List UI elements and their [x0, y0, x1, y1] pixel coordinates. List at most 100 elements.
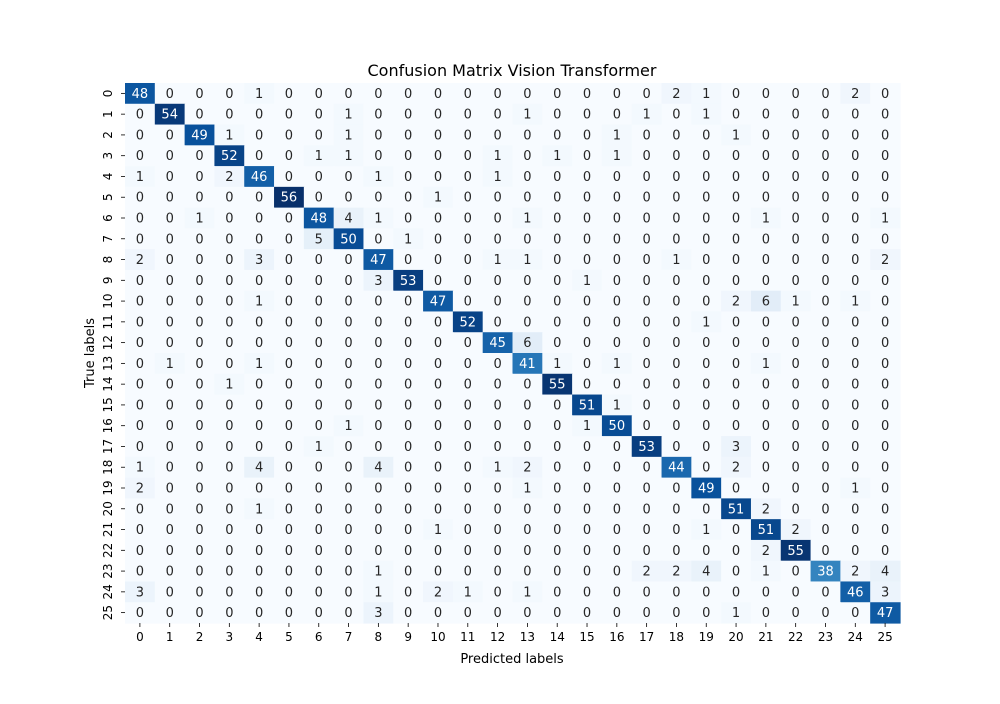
heatmap-cell	[750, 186, 782, 209]
heatmap-cell	[512, 207, 543, 229]
heatmap-cell	[333, 498, 365, 520]
heatmap-cell	[572, 166, 603, 188]
cell-value-label: 0	[583, 253, 591, 268]
cell-value-label: 0	[583, 440, 591, 455]
cell-value-label: 0	[195, 585, 203, 600]
heatmap-cell	[393, 290, 424, 313]
heatmap-cell	[303, 436, 335, 458]
heatmap-cell	[303, 145, 335, 167]
heatmap-cell	[214, 83, 245, 105]
cell-value-label: 1	[225, 128, 233, 143]
heatmap-cell	[423, 290, 454, 313]
cell-value-label: 0	[613, 523, 621, 538]
heatmap-cell	[125, 103, 156, 126]
cell-value-label: 0	[792, 170, 800, 185]
heatmap-cell	[601, 581, 633, 603]
heatmap-cell	[780, 353, 812, 375]
y-tick-label: 6	[101, 214, 115, 222]
cell-value-label: 0	[493, 212, 501, 227]
heatmap-cell	[750, 394, 782, 416]
cell-value-label: 0	[166, 419, 174, 434]
cell-value-label: 0	[672, 232, 680, 247]
cell-value-label: 0	[642, 357, 650, 372]
heatmap-cell	[542, 207, 573, 229]
heatmap-cell	[810, 207, 841, 229]
cell-value-label: 0	[583, 295, 591, 310]
cell-value-label: 0	[672, 336, 680, 351]
heatmap-cell	[184, 373, 216, 396]
cell-value-label: 0	[762, 232, 770, 247]
cell-value-label: 0	[642, 544, 650, 559]
cell-value-label: 0	[225, 253, 233, 268]
cell-value-label: 0	[374, 87, 382, 102]
cell-value-label: 0	[404, 482, 412, 497]
cell-value-label: 50	[609, 419, 626, 434]
cell-value-label: 0	[166, 585, 174, 600]
cell-value-label: 0	[732, 419, 740, 434]
heatmap-cell	[661, 332, 692, 354]
cell-value-label: 0	[821, 544, 829, 559]
heatmap-cell	[512, 186, 543, 209]
cell-value-label: 1	[613, 149, 621, 164]
cell-value-label: 0	[881, 295, 889, 310]
cell-value-label: 0	[166, 336, 174, 351]
y-tick-label: 24	[101, 584, 115, 599]
heatmap-cell	[810, 186, 841, 209]
cell-value-label: 0	[702, 585, 710, 600]
cell-value-label: 0	[166, 565, 174, 580]
heatmap-cell	[721, 353, 752, 375]
cell-value-label: 0	[344, 482, 352, 497]
x-tick-label: 18	[669, 630, 684, 644]
heatmap-cell	[303, 602, 335, 624]
heatmap-cell	[125, 498, 156, 520]
heatmap-cell	[572, 124, 603, 146]
heatmap-cell	[780, 186, 812, 209]
cell-value-label: 0	[553, 87, 561, 102]
cell-value-label: 1	[553, 357, 561, 372]
cell-value-label: 0	[195, 191, 203, 206]
cell-value-label: 0	[255, 544, 263, 559]
heatmap-cell	[512, 477, 543, 499]
cell-value-label: 0	[136, 274, 144, 289]
cell-value-label: 0	[493, 502, 501, 517]
heatmap-cell	[542, 332, 573, 354]
heatmap-cell	[750, 477, 782, 499]
cell-value-label: 0	[136, 606, 144, 621]
cell-value-label: 0	[821, 212, 829, 227]
cell-value-label: 0	[672, 523, 680, 538]
heatmap-cell	[780, 394, 812, 416]
heatmap-cell	[274, 145, 305, 167]
cell-value-label: 0	[344, 295, 352, 310]
cell-value-label: 0	[821, 108, 829, 123]
cell-value-label: 0	[344, 191, 352, 206]
heatmap-cell	[303, 83, 335, 105]
heatmap-cell	[452, 124, 484, 146]
cell-value-label: 0	[434, 419, 442, 434]
heatmap-cell	[482, 560, 514, 583]
cell-value-label: 0	[195, 336, 203, 351]
heatmap-cell	[601, 519, 633, 541]
cell-value-label: 0	[642, 461, 650, 476]
cell-value-label: 0	[881, 419, 889, 434]
cell-value-label: 53	[400, 274, 417, 289]
cell-value-label: 0	[404, 149, 412, 164]
heatmap-cell	[721, 581, 752, 603]
cell-value-label: 0	[493, 128, 501, 143]
heatmap-cell	[154, 83, 186, 105]
heatmap-cell	[691, 207, 722, 229]
heatmap-cell	[721, 166, 752, 188]
heatmap-cell	[423, 186, 454, 209]
heatmap-cell	[274, 477, 305, 499]
cell-value-label: 0	[762, 149, 770, 164]
cell-value-label: 0	[195, 170, 203, 185]
heatmap-cell	[691, 186, 722, 209]
cell-value-label: 0	[702, 212, 710, 227]
heatmap-cell	[601, 539, 633, 562]
cell-value-label: 0	[821, 419, 829, 434]
heatmap-cell	[333, 269, 365, 292]
heatmap-cell	[452, 456, 484, 479]
heatmap-cell	[333, 477, 365, 499]
heatmap-cell	[691, 477, 722, 499]
x-tick-label: 23	[818, 630, 833, 644]
cell-value-label: 1	[702, 315, 710, 330]
